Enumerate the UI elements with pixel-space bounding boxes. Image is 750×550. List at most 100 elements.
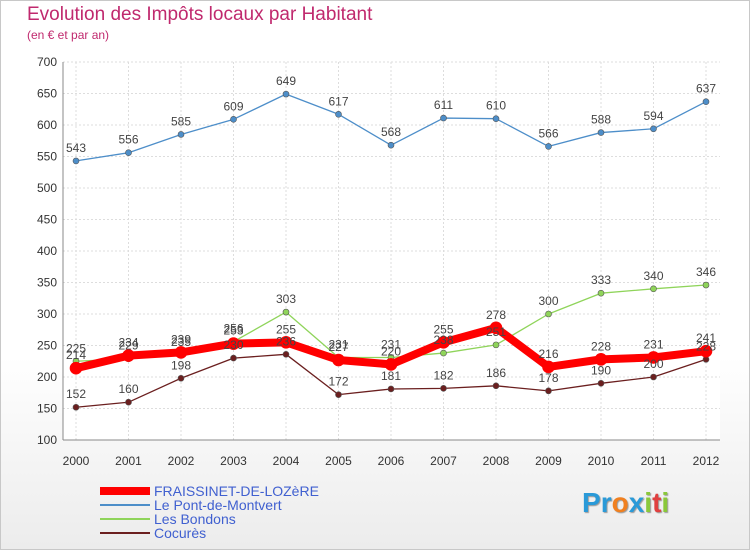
legend-swatch-cocures: [100, 532, 150, 534]
x-tick-label: 2003: [220, 454, 247, 468]
data-point-pont-de-montvert: [125, 149, 132, 157]
data-label-bondons: 333: [591, 273, 611, 287]
data-label-pont-de-montvert: 617: [328, 94, 348, 108]
data-point-fraissinet: [699, 344, 713, 358]
data-label-bondons: 225: [66, 341, 86, 355]
legend-swatch-bondons: [100, 518, 150, 520]
legend-item-fraissinet[interactable]: FRAISSINET-DE-LOZèRE: [100, 484, 319, 498]
data-point-cocures: [545, 387, 552, 395]
x-tick-label: 2000: [63, 454, 90, 468]
x-tick-label: 2010: [588, 454, 615, 468]
data-point-pont-de-montvert: [597, 129, 605, 136]
data-point-pont-de-montvert: [282, 90, 290, 98]
data-point-fraissinet: [647, 351, 660, 364]
x-tick-label: 2006: [378, 454, 405, 468]
data-label-cocures: 181: [381, 369, 401, 383]
data-point-bondons: [440, 349, 447, 357]
y-tick-label: 300: [37, 307, 57, 321]
data-label-bondons: 235: [171, 335, 191, 349]
data-label-pont-de-montvert: 585: [171, 114, 191, 128]
data-label-fraissinet: 214: [66, 348, 86, 362]
logo-letter: r: [600, 487, 612, 518]
data-label-fraissinet: 227: [328, 340, 348, 354]
data-point-pont-de-montvert: [230, 116, 237, 123]
data-point-pont-de-montvert: [492, 115, 500, 122]
data-label-bondons: 231: [381, 337, 401, 351]
data-point-pont-de-montvert: [440, 114, 447, 122]
data-label-cocures: 236: [276, 334, 296, 348]
data-label-fraissinet: 228: [591, 339, 611, 353]
data-label-pont-de-montvert: 566: [538, 126, 558, 140]
data-label-pont-de-montvert: 594: [643, 109, 663, 123]
data-point-cocures: [440, 385, 447, 392]
data-point-fraissinet: [437, 336, 450, 349]
data-label-bondons: 303: [276, 292, 296, 306]
data-point-cocures: [177, 374, 185, 382]
data-point-fraissinet: [174, 346, 188, 359]
data-point-pont-de-montvert: [72, 157, 80, 165]
y-tick-label: 250: [37, 339, 57, 353]
data-point-fraissinet: [594, 353, 608, 366]
x-tick-label: 2011: [641, 454, 667, 468]
legend-label-pont-de-montvert: Le Pont-de-Montvert: [154, 497, 282, 513]
data-label-fraissinet: 216: [538, 347, 558, 361]
legend-label-fraissinet: FRAISSINET-DE-LOZèRE: [154, 483, 319, 499]
data-label-bondons: 256: [223, 322, 243, 336]
data-point-cocures: [492, 382, 500, 390]
data-label-fraissinet: 220: [381, 344, 401, 358]
data-point-bondons: [702, 281, 710, 289]
data-point-fraissinet: [542, 360, 555, 374]
data-point-fraissinet: [69, 361, 83, 375]
data-point-fraissinet: [384, 358, 398, 371]
chart-title: Evolution des Impôts locaux par Habitant: [27, 4, 373, 25]
legend-label-cocures: Cocurès: [154, 525, 207, 541]
logo-letter: i: [644, 487, 653, 518]
data-label-cocures: 182: [433, 368, 453, 382]
data-label-fraissinet: 241: [696, 331, 716, 345]
legend-item-bondons[interactable]: Les Bondons: [100, 512, 319, 526]
data-point-cocures: [230, 354, 237, 362]
y-tick-label: 400: [37, 244, 57, 258]
x-tick-label: 2004: [273, 454, 300, 468]
data-label-fraissinet: 255: [433, 322, 453, 336]
data-label-cocures: 228: [696, 339, 716, 353]
logo-letter: i: [661, 487, 670, 518]
y-tick-label: 550: [37, 150, 57, 164]
data-point-cocures: [72, 403, 80, 411]
data-label-pont-de-montvert: 543: [66, 141, 86, 155]
data-label-pont-de-montvert: 610: [486, 99, 506, 113]
data-point-fraissinet: [489, 321, 503, 335]
logo-letter: P: [582, 487, 601, 518]
data-label-cocures: 230: [223, 338, 243, 352]
y-tick-label: 600: [37, 118, 57, 132]
data-point-pont-de-montvert: [387, 141, 395, 149]
data-label-cocures: 152: [66, 387, 86, 401]
data-label-cocures: 198: [171, 358, 191, 372]
data-point-pont-de-montvert: [702, 98, 710, 105]
data-point-cocures: [282, 351, 290, 358]
legend: FRAISSINET-DE-LOZèRE Le Pont-de-Montvert…: [100, 484, 319, 540]
data-point-fraissinet: [227, 337, 240, 350]
data-label-bondons: 231: [328, 337, 348, 351]
x-tick-label: 2002: [168, 454, 195, 468]
x-tick-label: 2007: [430, 454, 457, 468]
data-label-pont-de-montvert: 649: [276, 74, 296, 88]
data-point-cocures: [650, 373, 657, 381]
logo-letter: o: [611, 487, 629, 518]
data-label-pont-de-montvert: 568: [381, 125, 401, 139]
data-label-bondons: 251: [486, 325, 506, 339]
data-label-cocures: 190: [591, 363, 611, 377]
y-tick-label: 450: [37, 213, 57, 227]
legend-item-cocures[interactable]: Cocurès: [100, 526, 319, 540]
data-label-bondons: 300: [538, 294, 558, 308]
legend-item-pont-de-montvert[interactable]: Le Pont-de-Montvert: [100, 498, 319, 512]
data-label-cocures: 186: [486, 366, 506, 380]
data-point-fraissinet: [122, 349, 135, 362]
data-point-pont-de-montvert: [177, 131, 185, 138]
data-label-pont-de-montvert: 556: [118, 133, 138, 147]
data-label-pont-de-montvert: 637: [696, 82, 716, 96]
legend-label-bondons: Les Bondons: [154, 511, 236, 527]
proxiti-logo[interactable]: Proxiti: [582, 487, 669, 519]
data-label-bondons: 229: [118, 339, 138, 353]
data-label-fraissinet: 239: [171, 332, 191, 346]
